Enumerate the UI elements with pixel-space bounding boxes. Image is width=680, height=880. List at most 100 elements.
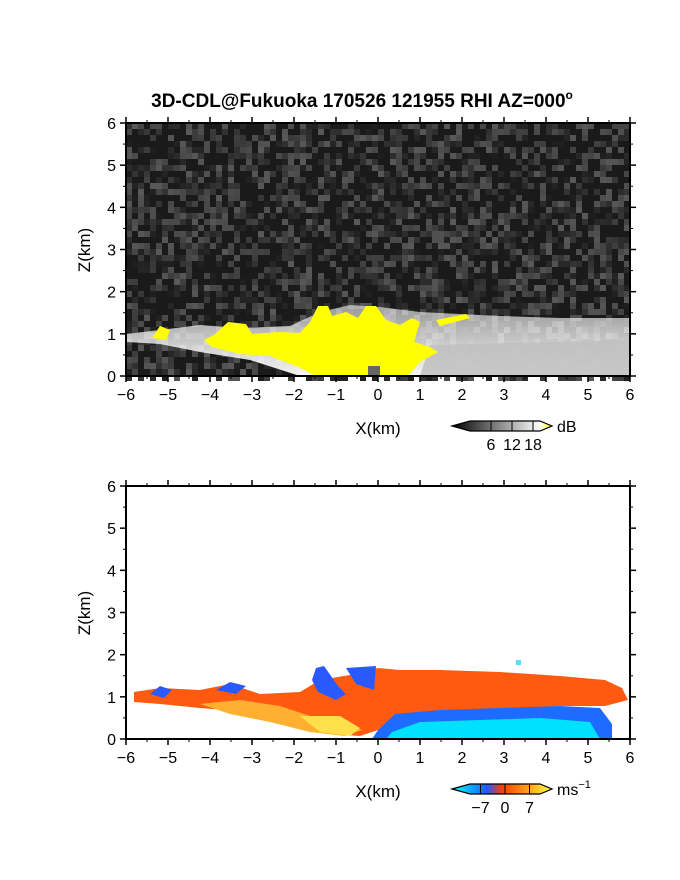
noise-cell (624, 219, 630, 225)
noise-cell (582, 159, 588, 165)
noise-cell (462, 177, 468, 183)
noise-cell (612, 123, 618, 129)
noise-cell (360, 249, 366, 255)
noise-cell (264, 321, 270, 327)
noise-cell (336, 213, 342, 219)
noise-cell (378, 153, 384, 159)
noise-cell (282, 159, 288, 165)
noise-cell (240, 153, 246, 159)
noise-cell (588, 267, 594, 273)
noise-cell (438, 291, 444, 297)
noise-cell (234, 153, 240, 159)
noise-cell (570, 177, 576, 183)
noise-cell (624, 195, 630, 201)
noise-cell (450, 213, 456, 219)
noise-cell (618, 189, 624, 195)
noise-cell (342, 231, 348, 237)
noise-cell (168, 135, 174, 141)
noise-cell (192, 219, 198, 225)
noise-cell (150, 225, 156, 231)
noise-cell (540, 213, 546, 219)
noise-cell (438, 195, 444, 201)
noise-cell (336, 291, 342, 297)
noise-cell (150, 135, 156, 141)
noise-cell (366, 273, 372, 279)
noise-cell (294, 237, 300, 243)
noise-cell (456, 135, 462, 141)
noise-cell (336, 159, 342, 165)
noise-cell (282, 201, 288, 207)
noise-cell (612, 135, 618, 141)
noise-cell (198, 249, 204, 255)
noise-cell (426, 231, 432, 237)
noise-cell (534, 171, 540, 177)
noise-cell (606, 255, 612, 261)
x-tick-label: −6 (117, 750, 135, 767)
noise-cell (396, 249, 402, 255)
noise-cell (222, 177, 228, 183)
noise-cell (126, 201, 132, 207)
noise-cell (474, 159, 480, 165)
noise-cell (180, 231, 186, 237)
noise-cell (240, 225, 246, 231)
x-tick-label: 3 (500, 750, 509, 767)
noise-cell (576, 153, 582, 159)
noise-cell (498, 297, 504, 303)
noise-cell (510, 207, 516, 213)
noise-cell (330, 135, 336, 141)
x-tick-label: −2 (285, 387, 303, 404)
noise-cell (198, 153, 204, 159)
noise-cell (462, 213, 468, 219)
noise-cell (222, 207, 228, 213)
noise-cell (462, 171, 468, 177)
noise-cell (522, 261, 528, 267)
noise-cell (438, 237, 444, 243)
noise-cell (294, 249, 300, 255)
noise-cell (600, 273, 606, 279)
noise-cell (378, 267, 384, 273)
noise-cell (252, 303, 258, 309)
noise-cell (336, 297, 342, 303)
noise-cell (330, 159, 336, 165)
noise-cell (216, 309, 222, 315)
saturated-core (204, 306, 438, 376)
noise-cell (306, 129, 312, 135)
noise-cell (288, 255, 294, 261)
noise-cell (156, 129, 162, 135)
noise-cell (210, 207, 216, 213)
noise-cell (150, 285, 156, 291)
x-tick-label: −1 (327, 387, 345, 404)
noise-cell (438, 309, 444, 315)
noise-cell (462, 279, 468, 285)
noise-cell (384, 285, 390, 291)
noise-cell (432, 147, 438, 153)
noise-cell (606, 147, 612, 153)
noise-cell (192, 303, 198, 309)
noise-cell (420, 291, 426, 297)
noise-cell (504, 309, 510, 315)
noise-cell (534, 153, 540, 159)
noise-cell (144, 171, 150, 177)
noise-cell (498, 237, 504, 243)
noise-cell (384, 213, 390, 219)
noise-cell (426, 255, 432, 261)
noise-cell (228, 153, 234, 159)
noise-cell (144, 147, 150, 153)
noise-cell (522, 285, 528, 291)
noise-cell (138, 219, 144, 225)
noise-cell (186, 363, 192, 369)
noise-cell (168, 255, 174, 261)
noise-cell (192, 153, 198, 159)
noise-cell (252, 279, 258, 285)
noise-cell (378, 213, 384, 219)
noise-cell (558, 201, 564, 207)
noise-cell (348, 141, 354, 147)
noise-cell (390, 153, 396, 159)
noise-cell (390, 177, 396, 183)
noise-cell (258, 183, 264, 189)
noise-cell (210, 213, 216, 219)
noise-cell (438, 297, 444, 303)
noise-cell (522, 219, 528, 225)
noise-cell (546, 249, 552, 255)
noise-cell (192, 279, 198, 285)
